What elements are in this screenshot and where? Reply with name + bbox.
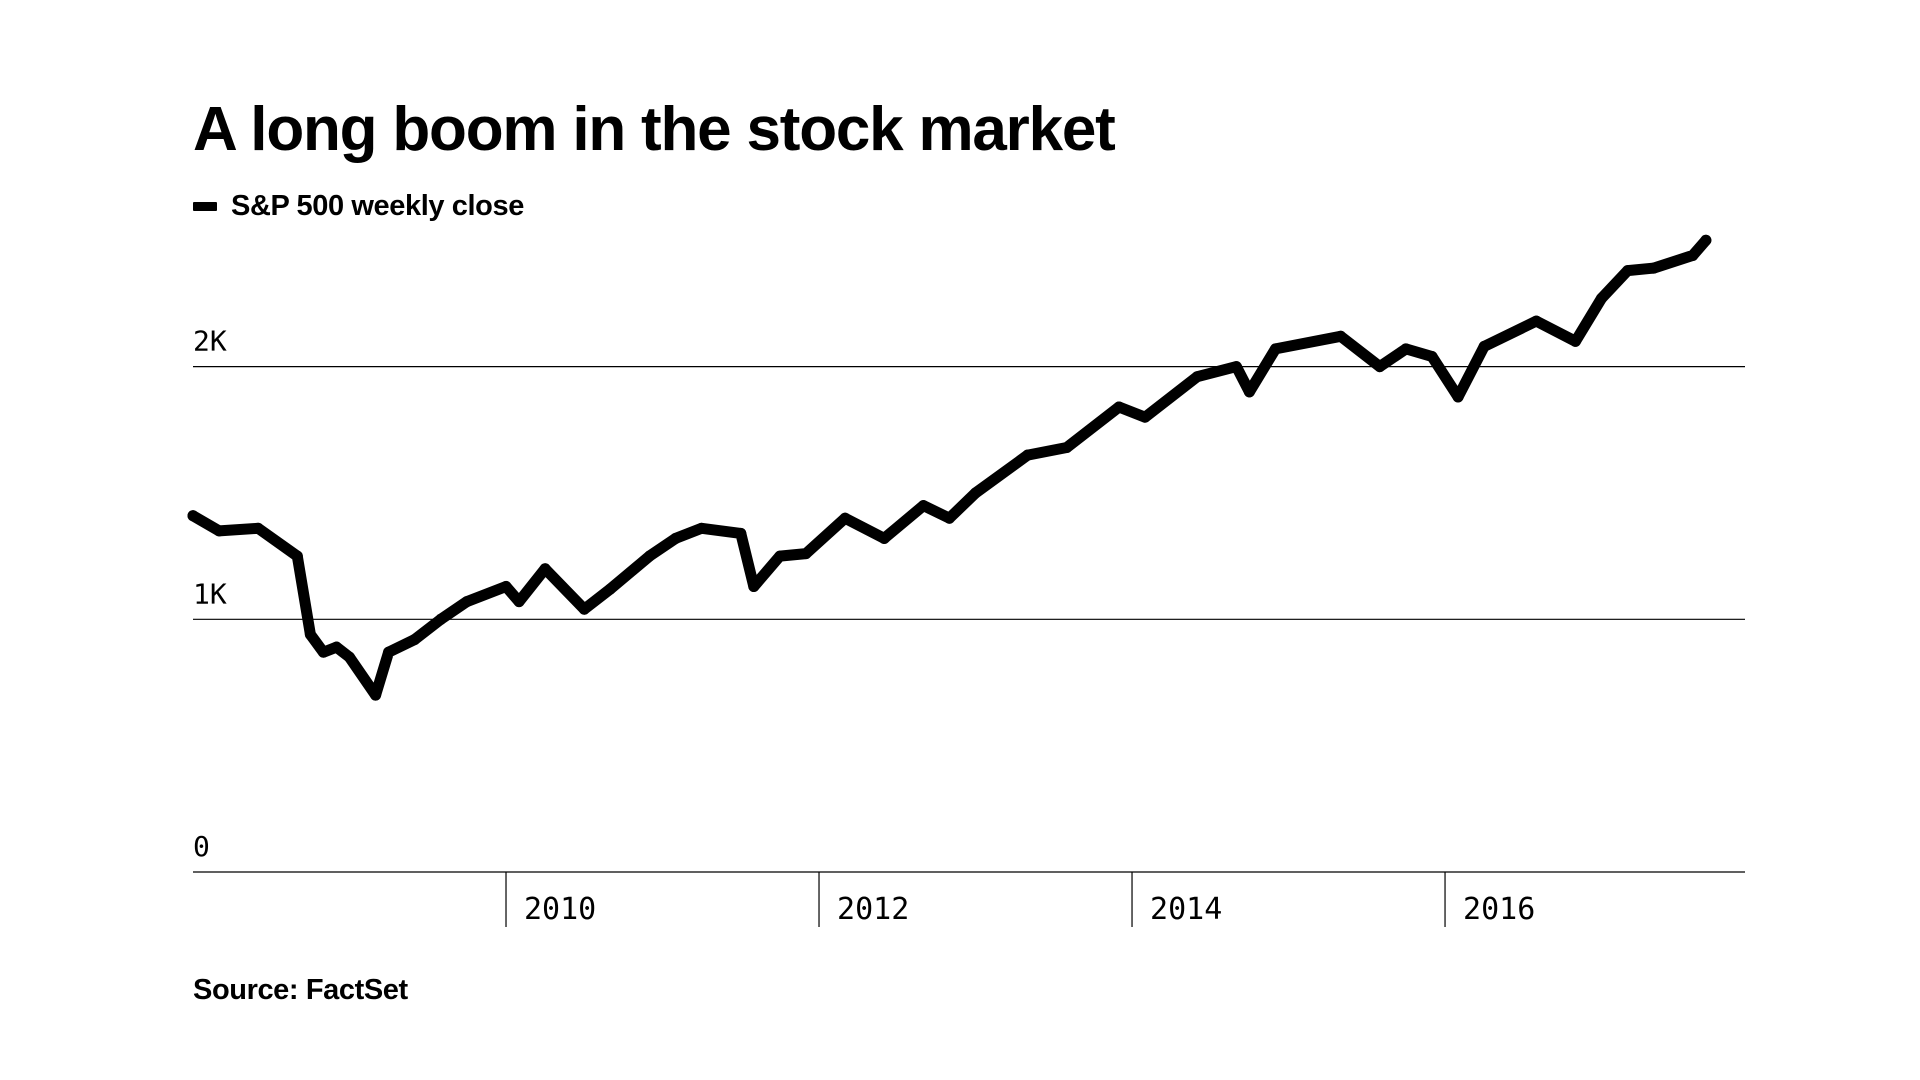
data-point (409, 634, 421, 646)
legend: S&P 500 weekly close (193, 190, 524, 223)
data-point (1022, 449, 1034, 461)
data-point (291, 550, 303, 562)
data-point (500, 580, 512, 592)
data-point (1622, 265, 1634, 277)
data-point (696, 522, 708, 534)
y-tick-label: 0 (193, 830, 210, 863)
data-point (435, 613, 447, 625)
gridlines (193, 366, 1745, 873)
series-layer (187, 234, 1712, 701)
data-point (1374, 361, 1386, 373)
legend-swatch (193, 202, 217, 211)
data-point (1230, 361, 1242, 373)
data-point (252, 522, 264, 534)
data-point (670, 532, 682, 544)
data-point (943, 512, 955, 524)
data-point (578, 603, 590, 615)
data-point (539, 563, 551, 575)
data-point (1400, 343, 1412, 355)
data-point (800, 548, 812, 560)
data-point (1113, 401, 1125, 413)
data-point (839, 512, 851, 524)
data-point (513, 596, 525, 608)
data-point (317, 646, 329, 658)
data-point (461, 596, 473, 608)
data-point (1243, 386, 1255, 398)
data-point (1139, 411, 1151, 423)
data-point (1191, 371, 1203, 383)
data-point (187, 510, 199, 522)
data-point (1061, 441, 1073, 453)
data-point (1700, 234, 1712, 246)
source-note: Source: FactSet (193, 974, 408, 1006)
data-point (1452, 391, 1464, 403)
data-point (383, 646, 395, 658)
x-tick-label: 2010 (524, 892, 596, 927)
data-point (1426, 351, 1438, 363)
data-point (1596, 292, 1608, 304)
x-axis-ticks: 2010 2012 2014 2016 (505, 872, 1535, 927)
data-point (304, 628, 316, 640)
data-point (735, 527, 747, 539)
data-point (330, 641, 342, 653)
chart-title: A long boom in the stock market (193, 95, 1116, 164)
data-point (970, 487, 982, 499)
data-point (774, 550, 786, 562)
data-point (878, 532, 890, 544)
data-point (1569, 335, 1581, 347)
series-line-0 (187, 234, 1712, 701)
data-point (1478, 340, 1490, 352)
x-tick-label: 2016 (1463, 892, 1535, 927)
legend-label: S&P 500 weekly close (231, 190, 524, 222)
data-point (1530, 315, 1542, 327)
x-tick-label: 2012 (837, 892, 909, 927)
y-tick-label: 1K (193, 577, 227, 610)
data-point (917, 500, 929, 512)
x-tick-label: 2014 (1150, 892, 1222, 927)
data-point (213, 525, 225, 537)
data-point (1648, 262, 1660, 274)
data-point (643, 550, 655, 562)
data-point (370, 689, 382, 701)
data-point (1335, 330, 1347, 342)
data-point (604, 583, 616, 595)
data-point (1687, 249, 1699, 261)
y-tick-label: 2K (193, 325, 227, 358)
data-point (748, 580, 760, 592)
y-axis-ticks: 0 1K 2K (193, 325, 227, 863)
data-point (344, 651, 356, 663)
data-point (1269, 343, 1281, 355)
